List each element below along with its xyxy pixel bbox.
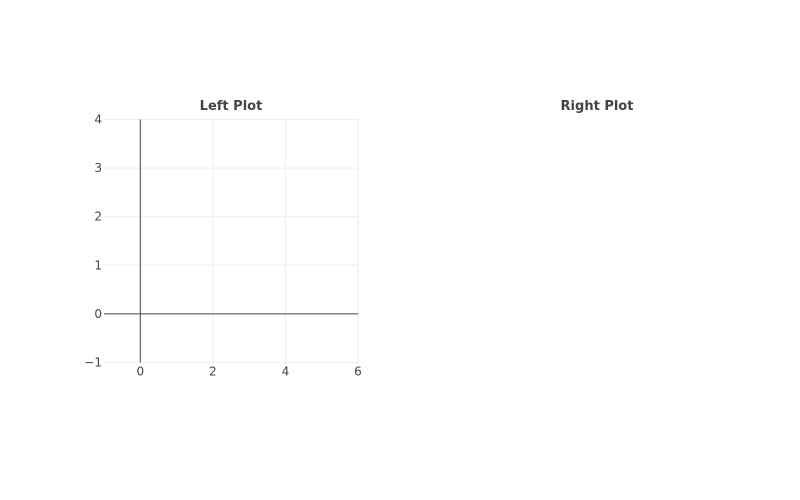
y-tick-label: −1 (84, 356, 102, 370)
y-tick-label: 3 (94, 161, 102, 175)
right-subplot: Right Plot (561, 99, 634, 114)
y-tick-label: 1 (94, 258, 102, 272)
left-subplot: Left Plot −1 0 1 2 3 4 0 2 4 6 (84, 99, 362, 379)
y-tick-label: 4 (94, 113, 102, 127)
left-y-tick-labels: −1 0 1 2 3 4 (84, 113, 102, 370)
x-tick-label: 4 (282, 365, 290, 379)
x-tick-label: 0 (136, 365, 144, 379)
y-tick-label: 0 (94, 307, 102, 321)
right-plot-title: Right Plot (561, 99, 634, 114)
x-tick-label: 2 (209, 365, 217, 379)
left-plot-title: Left Plot (200, 99, 263, 114)
left-x-tick-labels: 0 2 4 6 (136, 365, 361, 379)
x-tick-label: 6 (354, 365, 362, 379)
left-gridlines (104, 119, 359, 363)
y-tick-label: 2 (94, 210, 102, 224)
left-zero-lines (104, 119, 358, 363)
